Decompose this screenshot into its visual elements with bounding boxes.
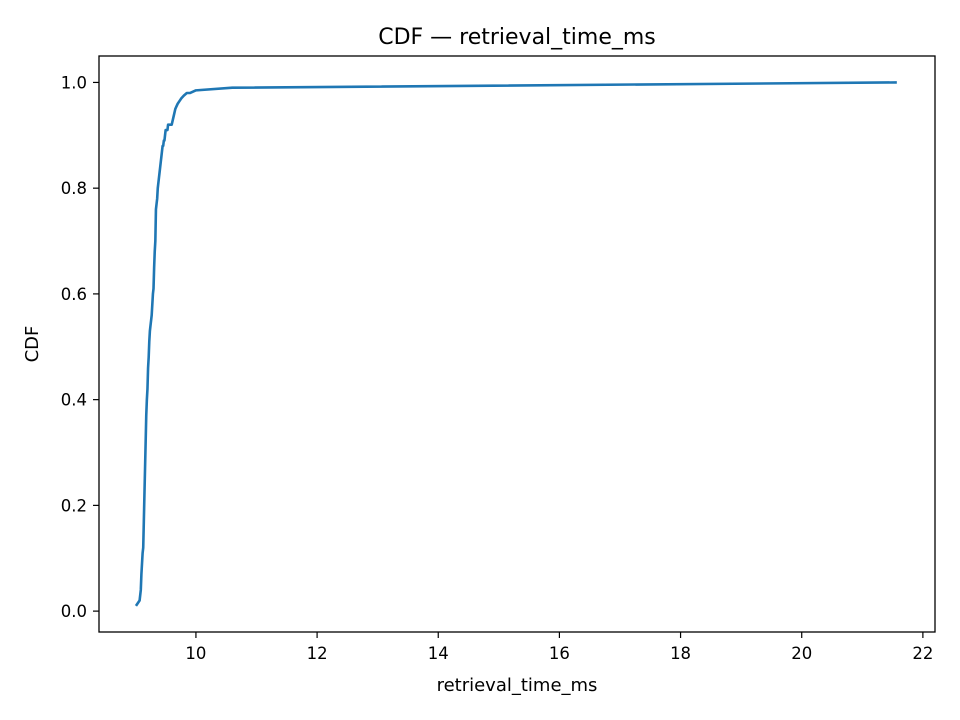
x-tick-label: 22	[912, 644, 933, 663]
x-tick-label: 16	[549, 644, 570, 663]
y-tick-label: 0.2	[61, 496, 87, 515]
x-tick-label: 20	[791, 644, 812, 663]
y-axis: 0.0 0.2 0.4 0.6 0.8 1.0	[61, 73, 99, 621]
x-tick-label: 18	[670, 644, 691, 663]
y-tick-label: 0.6	[61, 285, 87, 304]
plot-area	[134, 81, 897, 607]
y-tick-label: 0.0	[61, 602, 87, 621]
chart-title: CDF — retrieval_time_ms	[378, 25, 656, 50]
cdf-series-line	[134, 81, 897, 607]
y-tick-label: 1.0	[61, 73, 87, 92]
y-tick-label: 0.8	[61, 179, 87, 198]
plot-frame	[98, 55, 936, 633]
x-axis: 10 12 14 16 18 20 22	[185, 632, 933, 663]
y-axis-label: CDF	[22, 326, 43, 363]
x-tick-label: 10	[185, 644, 206, 663]
x-tick-label: 12	[307, 644, 328, 663]
x-axis-label: retrieval_time_ms	[437, 675, 598, 696]
x-tick-label: 14	[428, 644, 449, 663]
y-tick-label: 0.4	[61, 391, 87, 410]
